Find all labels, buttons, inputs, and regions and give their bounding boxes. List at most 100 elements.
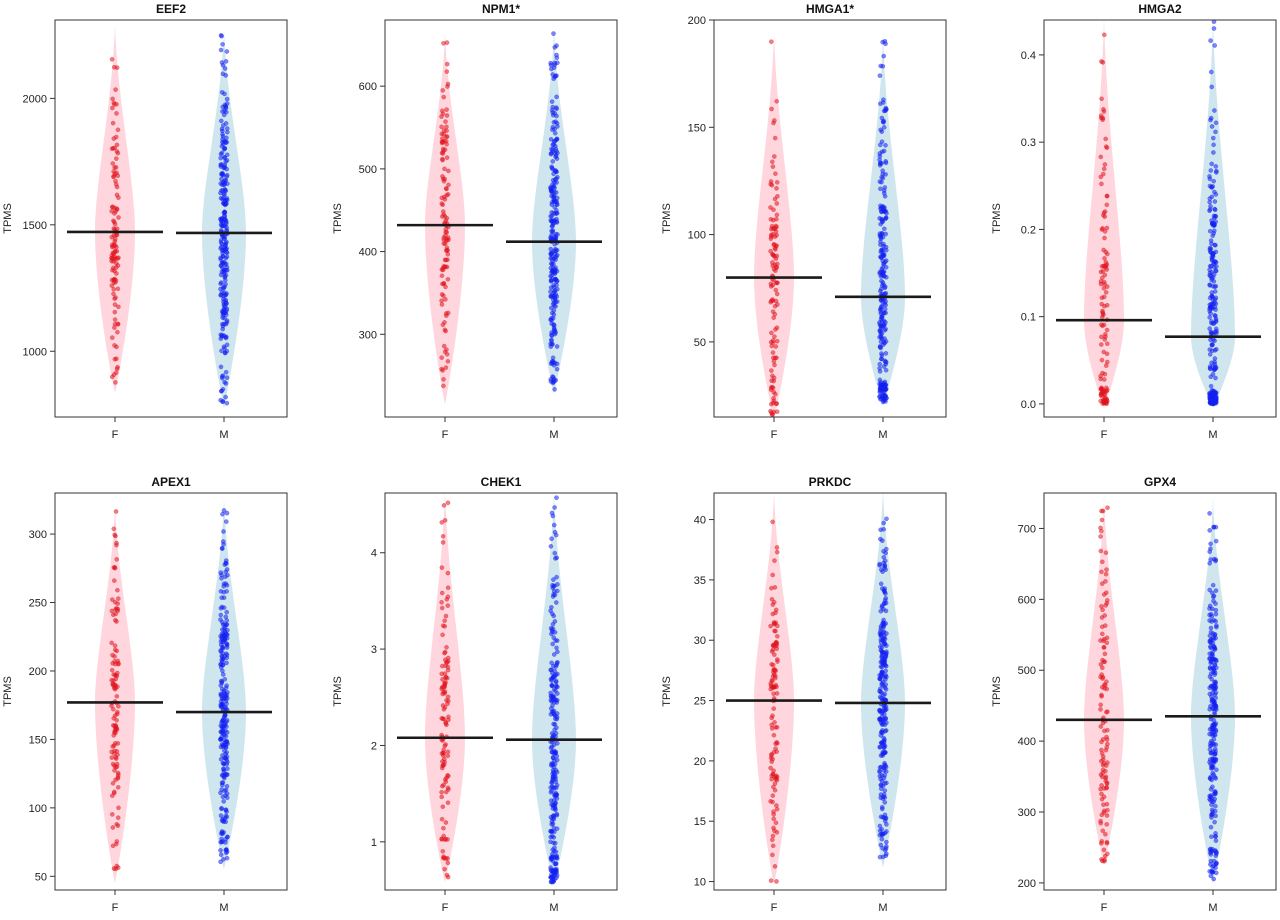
data-point	[1210, 697, 1215, 702]
data-point	[551, 721, 556, 727]
data-point	[111, 219, 117, 225]
data-point	[1210, 869, 1216, 875]
data-point	[554, 867, 559, 872]
data-point	[440, 322, 446, 328]
data-point	[443, 836, 449, 842]
data-point	[1211, 618, 1217, 623]
data-point	[224, 101, 230, 106]
data-point	[549, 164, 554, 170]
data-point	[553, 861, 559, 867]
data-point	[1211, 594, 1216, 600]
data-point	[439, 565, 445, 570]
data-point	[1099, 96, 1104, 102]
data-point	[219, 374, 225, 379]
data-point	[112, 763, 117, 769]
data-point	[223, 299, 229, 304]
data-point	[771, 684, 777, 690]
data-point	[549, 107, 555, 113]
data-point	[878, 380, 884, 385]
data-point	[883, 600, 889, 606]
data-point	[110, 597, 115, 602]
data-point	[1213, 120, 1219, 126]
data-point	[877, 744, 883, 750]
data-point	[770, 159, 775, 165]
data-point	[772, 303, 778, 309]
data-point	[879, 297, 885, 303]
data-point	[549, 213, 555, 219]
data-point	[1212, 242, 1218, 248]
data-point	[442, 618, 448, 624]
x-tick-label: M	[878, 902, 887, 914]
data-point	[882, 711, 887, 717]
data-point	[220, 511, 225, 517]
data-point	[1208, 716, 1214, 722]
data-point	[109, 755, 115, 760]
data-point	[114, 232, 120, 238]
data-point	[878, 323, 884, 329]
data-point	[773, 256, 779, 262]
data-point	[445, 773, 451, 779]
data-point	[445, 664, 451, 670]
plot-frame	[384, 492, 618, 891]
data-point	[221, 714, 227, 719]
data-point	[769, 343, 775, 349]
data-point	[774, 264, 779, 270]
data-point	[772, 334, 777, 339]
data-point	[548, 60, 554, 66]
data-point	[439, 816, 445, 822]
data-point	[882, 185, 888, 190]
data-point	[884, 516, 889, 522]
data-point	[1098, 702, 1103, 708]
y-axis-label: TPMS	[332, 203, 344, 234]
data-point	[1207, 308, 1212, 314]
data-point	[877, 768, 882, 774]
y-axis-label: TPMS	[2, 203, 14, 234]
data-point	[770, 263, 776, 269]
data-point	[554, 725, 559, 730]
data-point	[1100, 508, 1106, 514]
data-point	[550, 670, 555, 676]
data-point	[1098, 154, 1104, 160]
data-point	[548, 790, 554, 795]
data-point	[222, 217, 228, 222]
data-point	[1213, 635, 1218, 641]
data-point	[114, 142, 120, 148]
panel-hmga1: F M 50 100 150 200 HMGA1* TPMS	[661, 2, 947, 441]
data-point	[219, 806, 224, 811]
data-point	[1211, 320, 1217, 326]
data-point	[552, 271, 558, 277]
data-point	[878, 306, 884, 312]
data-point	[1207, 656, 1212, 662]
data-point	[112, 102, 117, 107]
data-point	[881, 241, 886, 247]
data-point	[223, 560, 229, 566]
data-point	[770, 799, 775, 805]
data-point	[1099, 796, 1105, 802]
plot-frame	[713, 19, 947, 418]
data-point	[1211, 644, 1217, 650]
data-point	[768, 236, 774, 241]
data-point	[445, 500, 451, 506]
data-point	[878, 274, 884, 279]
data-point	[443, 257, 449, 263]
data-point	[1213, 831, 1218, 836]
data-point	[223, 140, 229, 146]
data-point	[220, 760, 226, 766]
data-point	[218, 848, 223, 853]
data-point	[224, 135, 229, 141]
data-point	[553, 807, 558, 813]
data-point	[224, 348, 230, 354]
data-point	[218, 181, 224, 186]
y-tick-label: 1500	[23, 220, 47, 232]
data-point	[553, 849, 559, 855]
data-point	[439, 605, 445, 611]
data-point	[114, 540, 119, 546]
data-point	[1100, 115, 1106, 121]
chart-title: CHEK1	[481, 475, 522, 489]
data-point	[221, 529, 226, 534]
y-tick-label: 25	[694, 696, 706, 708]
plot-area	[95, 497, 246, 884]
data-point	[1212, 199, 1218, 204]
data-point	[1208, 168, 1214, 173]
data-point	[882, 641, 887, 647]
